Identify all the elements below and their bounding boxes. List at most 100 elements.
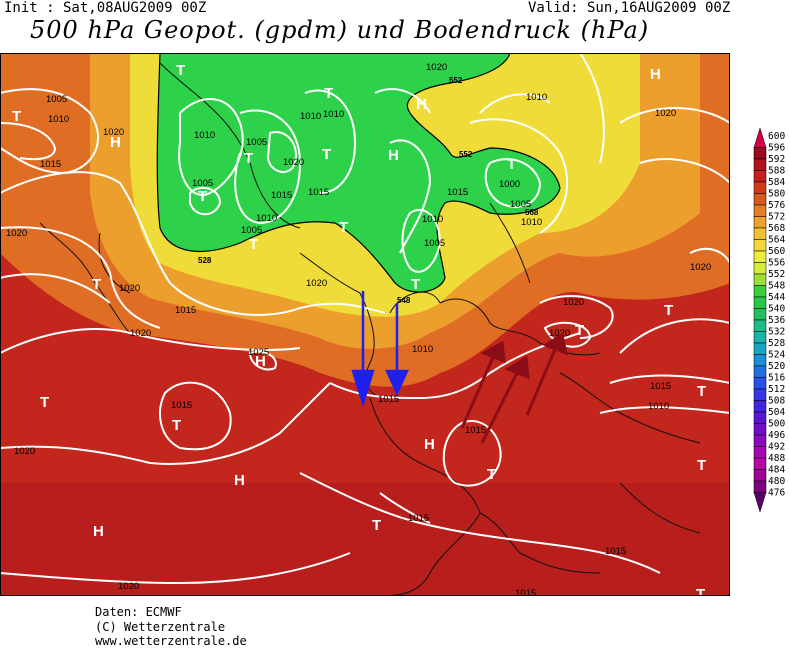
low-symbol: T <box>92 276 101 293</box>
low-symbol: T <box>322 146 331 163</box>
legend-swatch <box>753 147 767 160</box>
legend-tick-label: 564 <box>768 235 785 246</box>
low-symbol: T <box>40 394 49 411</box>
isobar-label: 1025 <box>248 347 269 358</box>
legend-swatch <box>753 216 767 229</box>
legend-tick-label: 556 <box>768 258 785 269</box>
legend-swatch <box>753 400 767 413</box>
isobar-label: 1010 <box>648 401 669 412</box>
isobar-label: 1010 <box>422 214 443 225</box>
legend-tick-label: 576 <box>768 200 785 211</box>
contour-label: 568 <box>525 208 539 217</box>
legend-tick-label: 484 <box>768 465 785 476</box>
isobar-label: 1015 <box>308 187 329 198</box>
isobar-label: 1015 <box>378 394 399 405</box>
legend-swatch <box>753 319 767 332</box>
legend-swatch <box>753 296 767 309</box>
high-symbol: H <box>234 472 245 489</box>
isobar-label: 1005 <box>192 178 213 189</box>
isobar-label: 1010 <box>256 213 277 224</box>
legend-swatch <box>753 480 767 493</box>
legend-swatch <box>753 158 767 171</box>
isobar-label: 1015 <box>408 513 429 524</box>
legend-swatch <box>753 227 767 240</box>
legend-tick-label: 540 <box>768 304 785 315</box>
high-symbol: H <box>424 436 435 453</box>
isobar-label: 1015 <box>650 381 671 392</box>
legend-tick-label: 536 <box>768 315 785 326</box>
pressure-centres: T H T T T T T T H H T T H T H T T H H H … <box>12 62 706 596</box>
legend-swatch <box>753 377 767 390</box>
weather-map: 1005 1010 1020 1015 1020 1020 1015 1020 … <box>0 53 730 596</box>
legend-swatch <box>753 423 767 436</box>
legend-swatch <box>753 273 767 286</box>
isobar-label: 1010 <box>48 114 69 125</box>
legend-swatch <box>753 446 767 459</box>
isobar-label: 1020 <box>426 62 447 73</box>
field-green <box>157 53 560 293</box>
isobar-label: 1015 <box>447 187 468 198</box>
isobar-labels: 1005 1010 1020 1015 1020 1020 1015 1020 … <box>6 62 711 596</box>
legend-swatch <box>753 457 767 470</box>
footer: Daten: ECMWF (C) Wetterzentrale www.wett… <box>95 605 247 649</box>
isobar-label: 1010 <box>412 344 433 355</box>
high-symbol: H <box>650 66 661 83</box>
contour-label: 528 <box>198 256 212 265</box>
low-symbol: T <box>372 517 381 534</box>
legend-swatch <box>753 170 767 183</box>
coastlines <box>39 62 701 596</box>
legend-swatch <box>753 492 767 513</box>
legend-tick-label: 516 <box>768 373 785 384</box>
legend-tick-label: 520 <box>768 361 785 372</box>
legend-swatch <box>753 388 767 401</box>
isobar-label: 1005 <box>241 225 262 236</box>
legend-tick-label: 572 <box>768 212 785 223</box>
low-symbol: T <box>339 219 348 236</box>
contour-552 <box>156 53 561 293</box>
low-symbol: T <box>244 150 253 167</box>
isobar-label: 1010 <box>521 217 542 228</box>
isobar-label: 1015 <box>175 305 196 316</box>
isobar-label: 1010 <box>526 92 547 103</box>
high-symbol: H <box>93 523 104 540</box>
isobar-label: 1000 <box>499 179 520 190</box>
isobar-label: 1005 <box>510 199 531 210</box>
isobar-label: 1015 <box>465 425 486 436</box>
data-source: Daten: ECMWF <box>95 605 182 619</box>
legend-swatch <box>753 127 767 148</box>
high-symbol: H <box>255 353 266 370</box>
isobars <box>0 53 730 585</box>
isobar-label: 1020 <box>655 108 676 119</box>
warm-air-arrows <box>460 332 569 444</box>
legend-swatch <box>753 354 767 367</box>
website-url: www.wetterzentrale.de <box>95 634 247 648</box>
legend-tick-label: 560 <box>768 246 785 257</box>
isobar-label: 1020 <box>690 262 711 273</box>
cold-air-arrows <box>351 291 409 408</box>
valid-time: Valid: Sun,16AUG2009 00Z <box>528 0 731 16</box>
isobar-label: 1010 <box>194 130 215 141</box>
legend-swatch <box>753 331 767 344</box>
contour-label: 552 <box>459 150 473 159</box>
legend-tick-label: 588 <box>768 166 785 177</box>
legend-swatch <box>753 262 767 275</box>
low-symbol: T <box>198 188 207 205</box>
high-symbol: H <box>388 147 399 164</box>
isobar-label: 1010 <box>323 109 344 120</box>
low-symbol: T <box>507 156 516 173</box>
legend-tick-label: 532 <box>768 327 785 338</box>
legend-swatch <box>753 308 767 321</box>
legend-tick-label: 584 <box>768 177 785 188</box>
legend-tick-label: 488 <box>768 453 785 464</box>
low-symbol: T <box>575 322 584 339</box>
legend-swatch <box>753 193 767 206</box>
isobar-label: 1005 <box>46 94 67 105</box>
legend-tick-label: 476 <box>768 488 785 499</box>
init-time: Init : Sat,08AUG2009 00Z <box>4 0 207 16</box>
legend-swatch <box>753 342 767 355</box>
isobar-label: 1020 <box>549 328 570 339</box>
legend-tick-label: 496 <box>768 430 785 441</box>
legend-tick-label: 544 <box>768 292 785 303</box>
isobar-label: 1020 <box>6 228 27 239</box>
legend-swatch <box>753 285 767 298</box>
